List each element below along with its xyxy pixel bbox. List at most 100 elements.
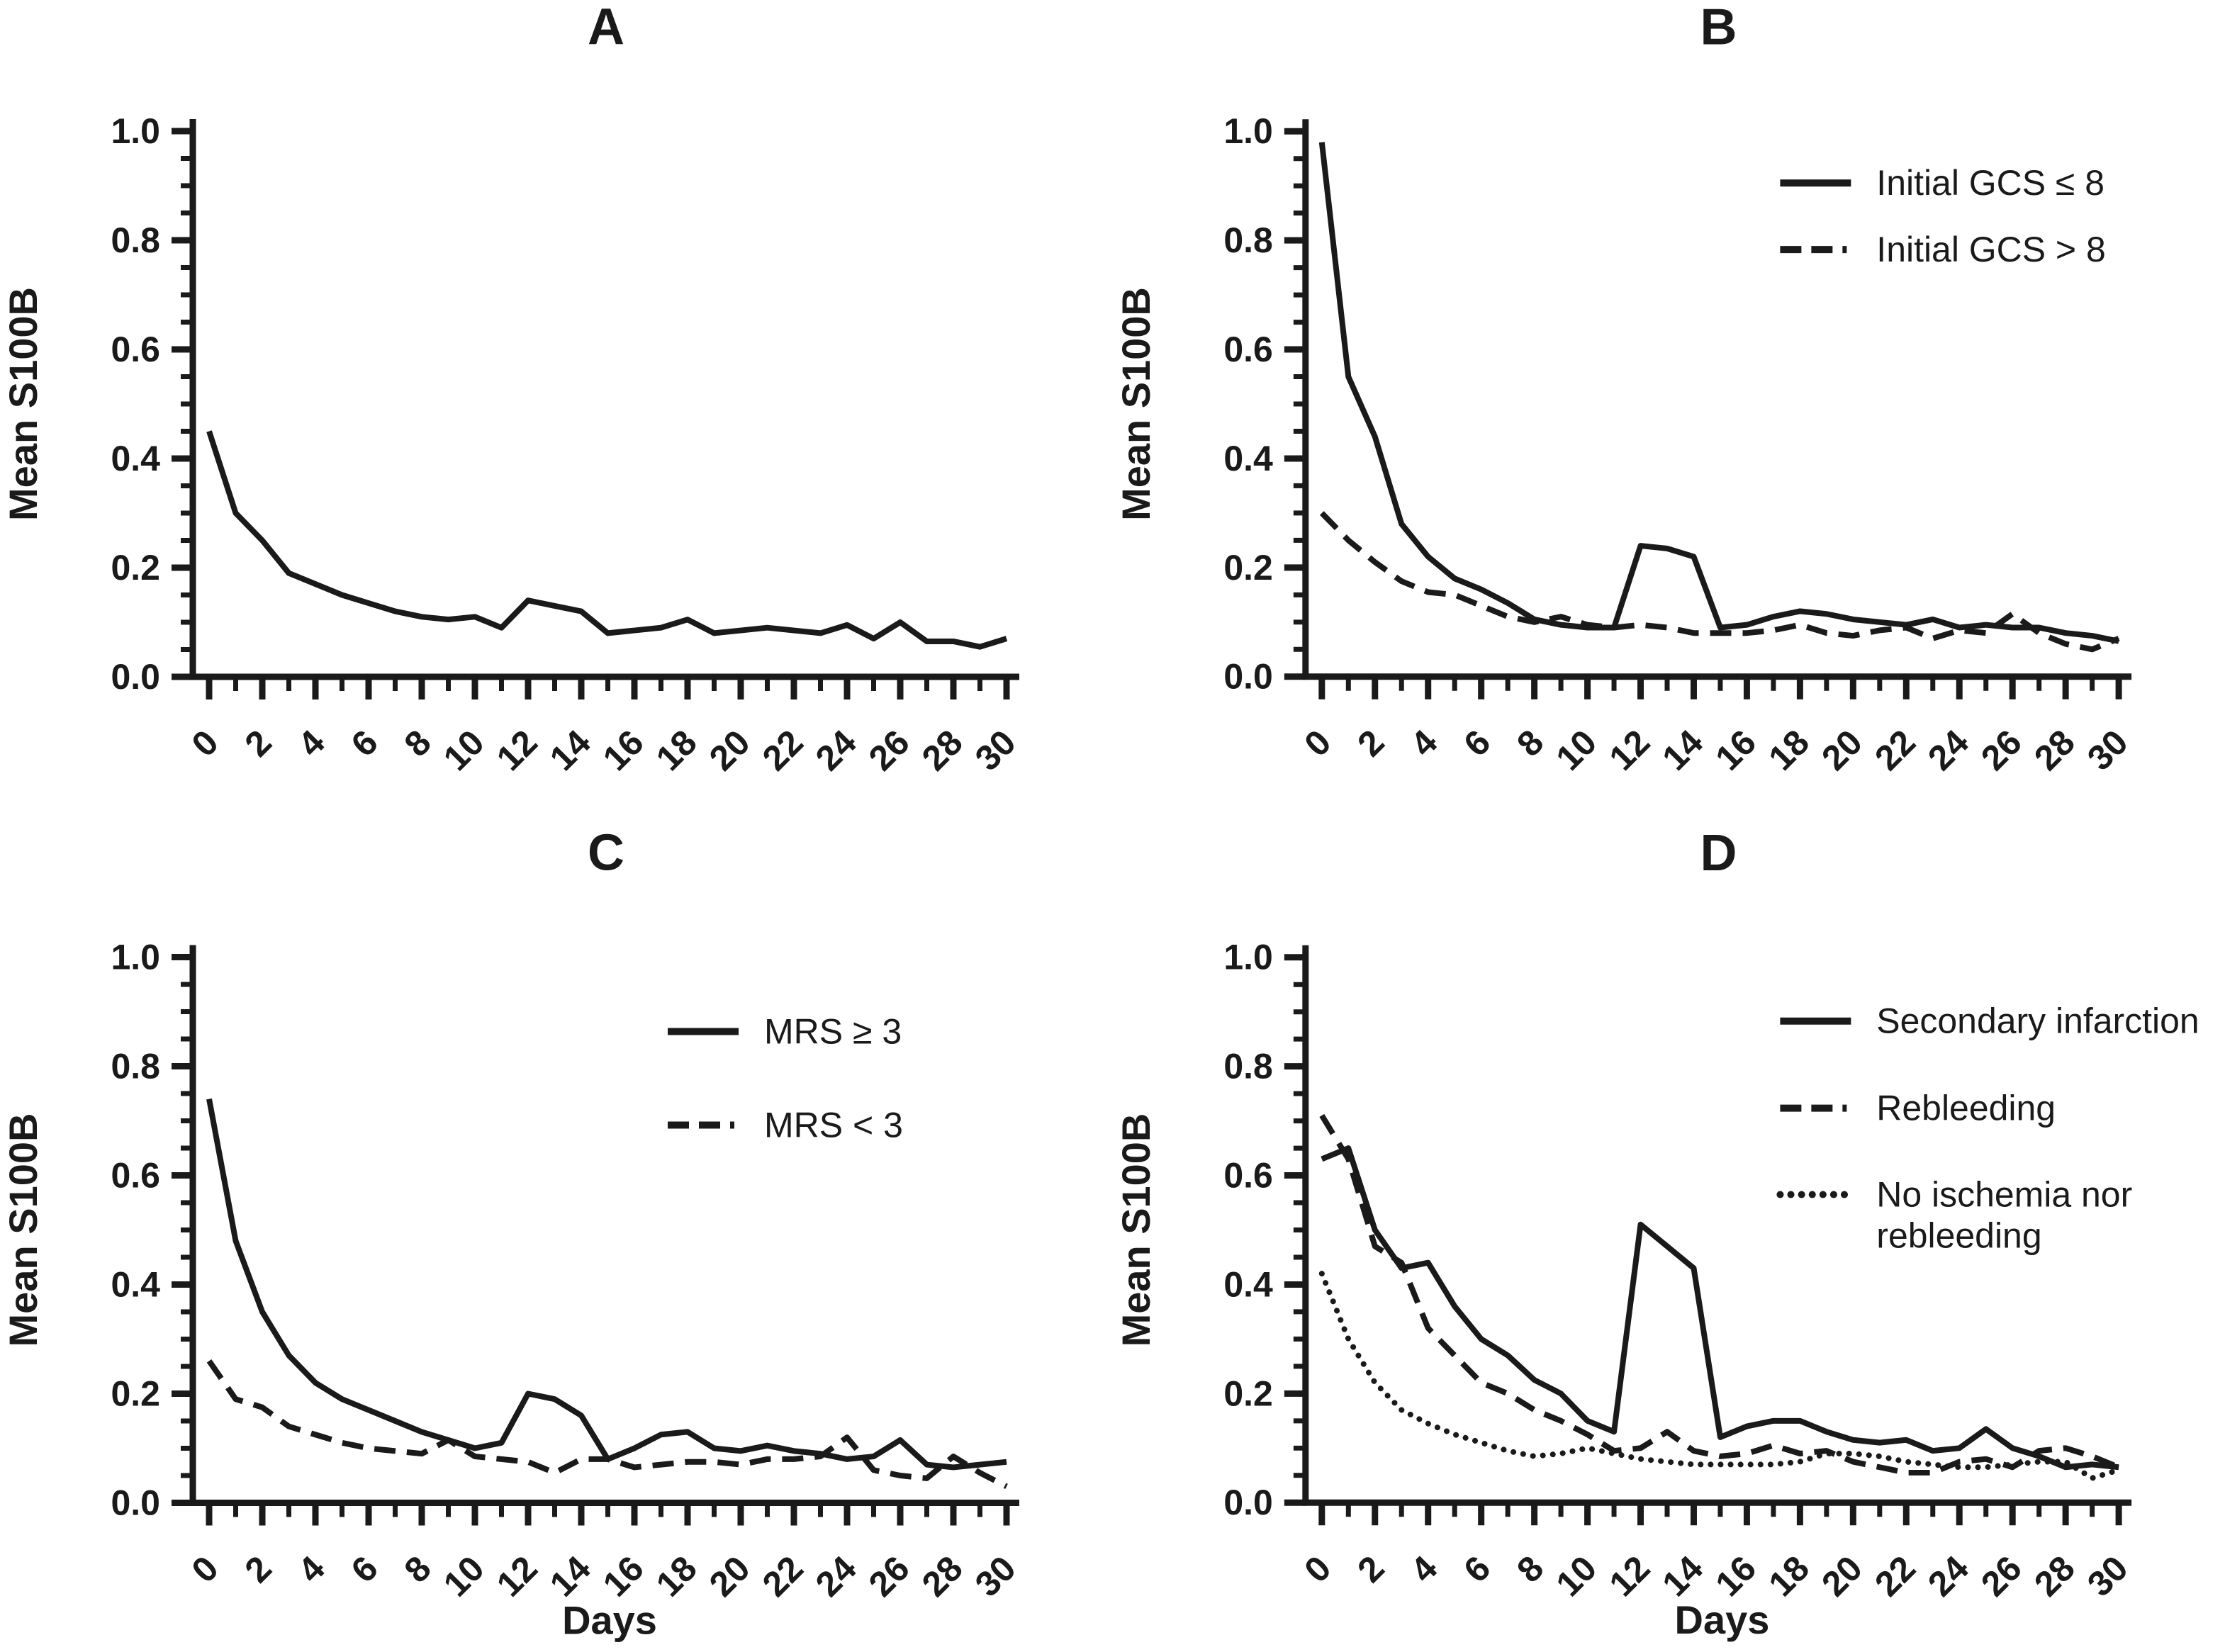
panel-d: D 0.0 0.2 0.4 0.6 0.8 1.0 0 2 4 6 8 10 12 14 16 18 20 22 2…	[1113, 826, 2225, 1652]
panel-a: A 0.0 0.2 0.4 0.6 0.8 1.0 0 2 4 6 8 10 12 14 16 18 20 22 2…	[0, 0, 1113, 826]
y-tick-label: 1.0	[111, 938, 160, 977]
svg-text:22: 22	[1867, 722, 1923, 778]
y-tick-label: 0.4	[111, 1265, 160, 1305]
x-tick-label: 12	[489, 1549, 545, 1605]
svg-text:4: 4	[1403, 722, 1445, 764]
svg-text:2: 2	[1350, 722, 1391, 764]
panel-a-plot: 0.00.20.40.60.81.00 2 4 6 810121416182022242…	[1, 111, 1024, 778]
svg-text:10: 10	[1548, 722, 1604, 778]
x-tick-label: 6	[344, 722, 386, 764]
x-tick-label: 10	[1548, 722, 1604, 778]
svg-text:6: 6	[344, 1549, 386, 1590]
y-axis-label: Mean S100B	[1114, 1113, 1158, 1347]
panel-a-chart: A 0.00.20.40.60.81.00 2 4 6 8101214161820222…	[1, 0, 1024, 778]
legend-label: MRS ≥ 3	[764, 1012, 902, 1052]
svg-text:14: 14	[1654, 722, 1710, 778]
x-tick-label: 24	[808, 1549, 864, 1605]
legend-label: Secondary infarction	[1876, 1001, 2199, 1041]
x-axis-label: Days	[1675, 1597, 1770, 1642]
y-tick-label: 1.0	[1223, 938, 1272, 977]
x-tick-label: 2	[237, 1549, 279, 1590]
svg-text:0: 0	[184, 1549, 226, 1590]
x-tick-label: 26	[861, 1549, 917, 1605]
x-tick-label: 16	[1708, 1548, 1764, 1604]
svg-text:28: 28	[2027, 722, 2083, 778]
svg-text:2: 2	[237, 1549, 279, 1590]
x-tick-label: 20	[702, 1549, 758, 1605]
svg-text:16: 16	[1708, 722, 1764, 778]
series-line-2	[206, 1359, 1008, 1489]
y-tick-label: 0.4	[1223, 1264, 1273, 1304]
x-tick-label: 24	[1920, 1548, 1976, 1604]
x-tick-label: 30	[2080, 1548, 2136, 1604]
panel-b-title: B	[1700, 0, 1737, 55]
panel-b-chart: B 0.00.20.40.60.81.00 2 4 6 8101214161820222…	[1114, 0, 2136, 778]
svg-text:24: 24	[808, 722, 864, 778]
panel-c-title: C	[588, 826, 624, 882]
svg-text:26: 26	[861, 722, 917, 778]
x-tick-label: 4	[291, 1549, 332, 1590]
svg-text:22: 22	[1867, 1548, 1923, 1604]
legend-label: Initial GCS > 8	[1876, 230, 2105, 269]
y-tick-label: 0.6	[1223, 330, 1272, 369]
x-tick-label: 0	[184, 1549, 226, 1590]
x-tick-label: 0	[1296, 722, 1338, 764]
svg-text:30: 30	[2080, 1548, 2136, 1604]
x-tick-label: 22	[1867, 1548, 1923, 1604]
panel-b: B 0.0 0.2 0.4 0.6 0.8 1.0 0 2 4 6 8 10 12 14 16 18 20 22 2…	[1113, 0, 2225, 826]
legend: Initial GCS ≤ 8 Initial GCS > 8	[1780, 163, 2106, 269]
svg-text:26: 26	[1973, 1548, 2029, 1604]
y-tick-label: 0.4	[1223, 439, 1273, 478]
series-line-1	[1318, 142, 2119, 644]
svg-text:14: 14	[542, 1549, 598, 1605]
y-tick-label: 0.2	[1223, 1373, 1272, 1413]
x-axis-label: Days	[562, 1598, 657, 1643]
svg-text:20: 20	[702, 722, 758, 778]
svg-text:10: 10	[436, 722, 492, 778]
y-tick-label: 0.0	[111, 1483, 160, 1523]
svg-text:8: 8	[1509, 1548, 1551, 1590]
x-tick-label: 6	[1456, 722, 1498, 764]
y-tick-label: 0.8	[1223, 1047, 1272, 1086]
x-tick-label: 22	[755, 1549, 811, 1605]
svg-text:16: 16	[1708, 1548, 1764, 1604]
svg-text:2: 2	[237, 722, 279, 764]
legend-label: MRS < 3	[764, 1106, 903, 1145]
x-tick-label: 12	[489, 722, 545, 778]
y-tick-label: 0.6	[1223, 1156, 1272, 1196]
y-tick-label: 0.2	[111, 1374, 160, 1414]
svg-text:2: 2	[1350, 1548, 1391, 1590]
svg-text:24: 24	[808, 1549, 864, 1605]
x-tick-label: 2	[237, 722, 279, 764]
x-tick-label: 12	[1601, 1548, 1657, 1604]
x-tick-label: 16	[595, 1549, 651, 1605]
x-tick-label: 12	[1601, 722, 1657, 778]
y-axis-label: Mean S100B	[1, 1113, 45, 1347]
x-tick-label: 10	[1548, 1548, 1604, 1604]
svg-text:28: 28	[914, 1549, 970, 1605]
x-tick-label: 8	[397, 722, 439, 764]
x-tick-label: 2	[1350, 722, 1391, 764]
x-tick-label: 20	[1814, 722, 1870, 778]
x-tick-label: 8	[397, 1549, 439, 1590]
legend: MRS ≥ 3 MRS < 3	[668, 1012, 903, 1145]
x-tick-label: 10	[436, 1549, 492, 1605]
y-tick-label: 0.8	[1223, 220, 1272, 260]
x-tick-label: 0	[184, 722, 226, 764]
x-tick-label: 20	[702, 722, 758, 778]
svg-text:10: 10	[1548, 1548, 1604, 1604]
series-line-3	[1318, 1271, 2122, 1481]
x-tick-label: 30	[968, 722, 1024, 778]
svg-text:18: 18	[649, 1549, 705, 1605]
svg-text:30: 30	[968, 722, 1024, 778]
y-tick-label: 0.6	[111, 330, 160, 369]
svg-text:26: 26	[861, 1549, 917, 1605]
x-tick-label: 2	[1350, 1548, 1391, 1590]
svg-text:18: 18	[1761, 1548, 1817, 1604]
x-tick-label: 22	[755, 722, 811, 778]
svg-text:24: 24	[1920, 722, 1976, 778]
svg-text:26: 26	[1973, 722, 2029, 778]
svg-text:20: 20	[1814, 722, 1870, 778]
y-tick-label: 0.0	[1223, 657, 1272, 697]
